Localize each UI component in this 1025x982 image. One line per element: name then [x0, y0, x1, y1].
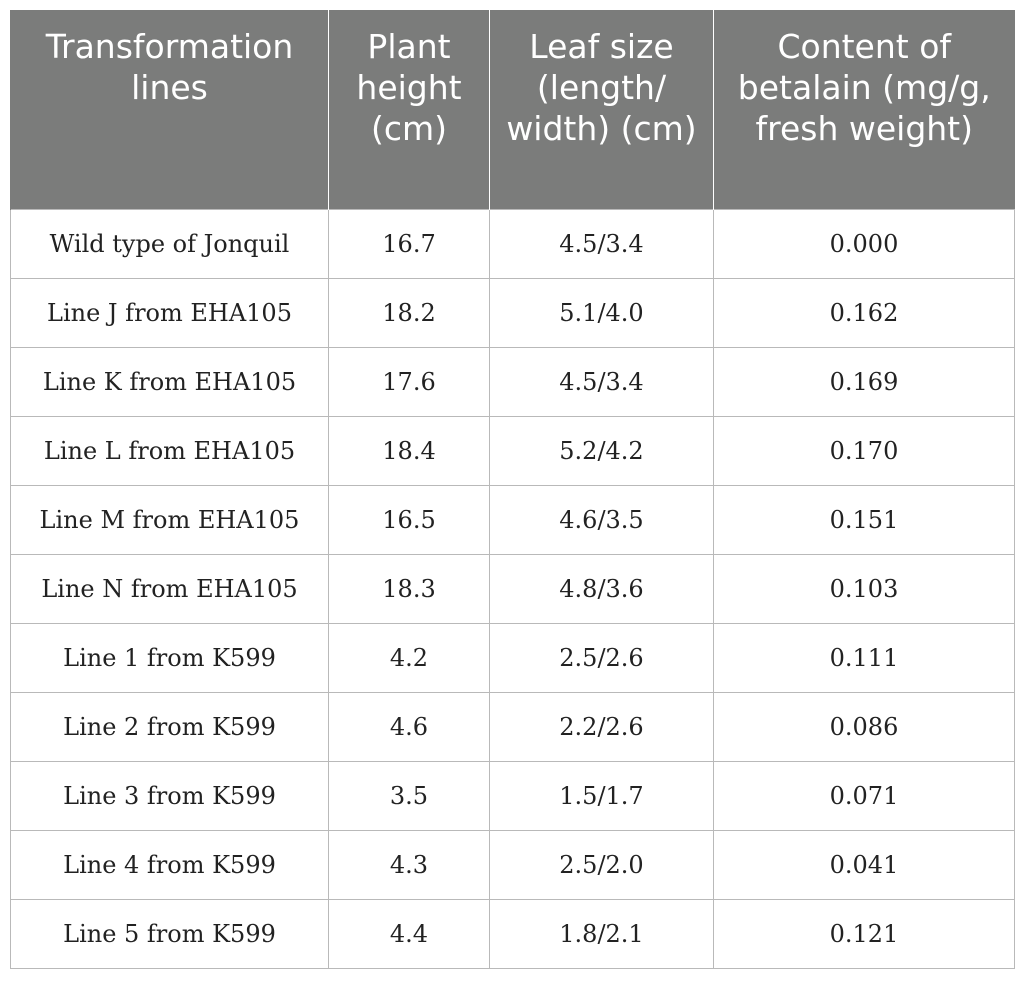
header-leaf-size: Leaf size (length/ width) (cm) [489, 10, 714, 209]
table-row: Line L from EHA105 18.4 5.2/4.2 0.170 [10, 415, 1015, 486]
cell-plant-height: 16.5 [328, 484, 490, 555]
cell-betalain-content: 0.086 [713, 691, 1015, 762]
cell-leaf-size: 1.5/1.7 [489, 760, 714, 831]
data-table-container: Transformation lines Plant height (cm) L… [10, 10, 1015, 969]
cell-plant-height: 16.7 [328, 208, 490, 279]
cell-betalain-content: 0.000 [713, 208, 1015, 279]
cell-line-name: Line L from EHA105 [10, 415, 329, 486]
transformation-lines-table: Transformation lines Plant height (cm) L… [10, 10, 1015, 969]
cell-leaf-size: 5.2/4.2 [489, 415, 714, 486]
cell-line-name: Line 1 from K599 [10, 622, 329, 693]
cell-line-name: Line J from EHA105 [10, 277, 329, 348]
cell-betalain-content: 0.151 [713, 484, 1015, 555]
cell-line-name: Line M from EHA105 [10, 484, 329, 555]
cell-leaf-size: 4.6/3.5 [489, 484, 714, 555]
table-row: Line 2 from K599 4.6 2.2/2.6 0.086 [10, 691, 1015, 762]
cell-plant-height: 3.5 [328, 760, 490, 831]
header-transformation-lines: Transformation lines [10, 10, 329, 209]
cell-betalain-content: 0.170 [713, 415, 1015, 486]
cell-plant-height: 4.2 [328, 622, 490, 693]
cell-betalain-content: 0.111 [713, 622, 1015, 693]
cell-plant-height: 4.4 [328, 898, 490, 969]
cell-betalain-content: 0.162 [713, 277, 1015, 348]
cell-leaf-size: 2.2/2.6 [489, 691, 714, 762]
table-row: Line N from EHA105 18.3 4.8/3.6 0.103 [10, 553, 1015, 624]
header-plant-height: Plant height (cm) [328, 10, 490, 209]
table-row: Wild type of Jonquil 16.7 4.5/3.4 0.000 [10, 208, 1015, 279]
cell-leaf-size: 1.8/2.1 [489, 898, 714, 969]
table-body: Wild type of Jonquil 16.7 4.5/3.4 0.000 … [10, 208, 1015, 969]
cell-plant-height: 18.4 [328, 415, 490, 486]
cell-leaf-size: 4.8/3.6 [489, 553, 714, 624]
cell-leaf-size: 2.5/2.6 [489, 622, 714, 693]
table-row: Line 3 from K599 3.5 1.5/1.7 0.071 [10, 760, 1015, 831]
table-row: Line K from EHA105 17.6 4.5/3.4 0.169 [10, 346, 1015, 417]
cell-plant-height: 18.3 [328, 553, 490, 624]
cell-line-name: Wild type of Jonquil [10, 208, 329, 279]
cell-line-name: Line N from EHA105 [10, 553, 329, 624]
table-header: Transformation lines Plant height (cm) L… [10, 10, 1015, 209]
cell-leaf-size: 4.5/3.4 [489, 208, 714, 279]
cell-betalain-content: 0.121 [713, 898, 1015, 969]
cell-betalain-content: 0.041 [713, 829, 1015, 900]
header-betalain-content: Content of betalain (mg/g, fresh weight) [713, 10, 1015, 209]
header-row: Transformation lines Plant height (cm) L… [10, 10, 1015, 209]
cell-leaf-size: 5.1/4.0 [489, 277, 714, 348]
table-row: Line 1 from K599 4.2 2.5/2.6 0.111 [10, 622, 1015, 693]
table-row: Line 5 from K599 4.4 1.8/2.1 0.121 [10, 898, 1015, 969]
cell-line-name: Line 3 from K599 [10, 760, 329, 831]
cell-plant-height: 17.6 [328, 346, 490, 417]
table-row: Line 4 from K599 4.3 2.5/2.0 0.041 [10, 829, 1015, 900]
cell-line-name: Line 2 from K599 [10, 691, 329, 762]
table-row: Line M from EHA105 16.5 4.6/3.5 0.151 [10, 484, 1015, 555]
cell-leaf-size: 4.5/3.4 [489, 346, 714, 417]
cell-line-name: Line 5 from K599 [10, 898, 329, 969]
cell-betalain-content: 0.071 [713, 760, 1015, 831]
cell-line-name: Line K from EHA105 [10, 346, 329, 417]
cell-plant-height: 4.3 [328, 829, 490, 900]
cell-betalain-content: 0.169 [713, 346, 1015, 417]
cell-plant-height: 18.2 [328, 277, 490, 348]
cell-plant-height: 4.6 [328, 691, 490, 762]
cell-betalain-content: 0.103 [713, 553, 1015, 624]
cell-leaf-size: 2.5/2.0 [489, 829, 714, 900]
cell-line-name: Line 4 from K599 [10, 829, 329, 900]
table-row: Line J from EHA105 18.2 5.1/4.0 0.162 [10, 277, 1015, 348]
